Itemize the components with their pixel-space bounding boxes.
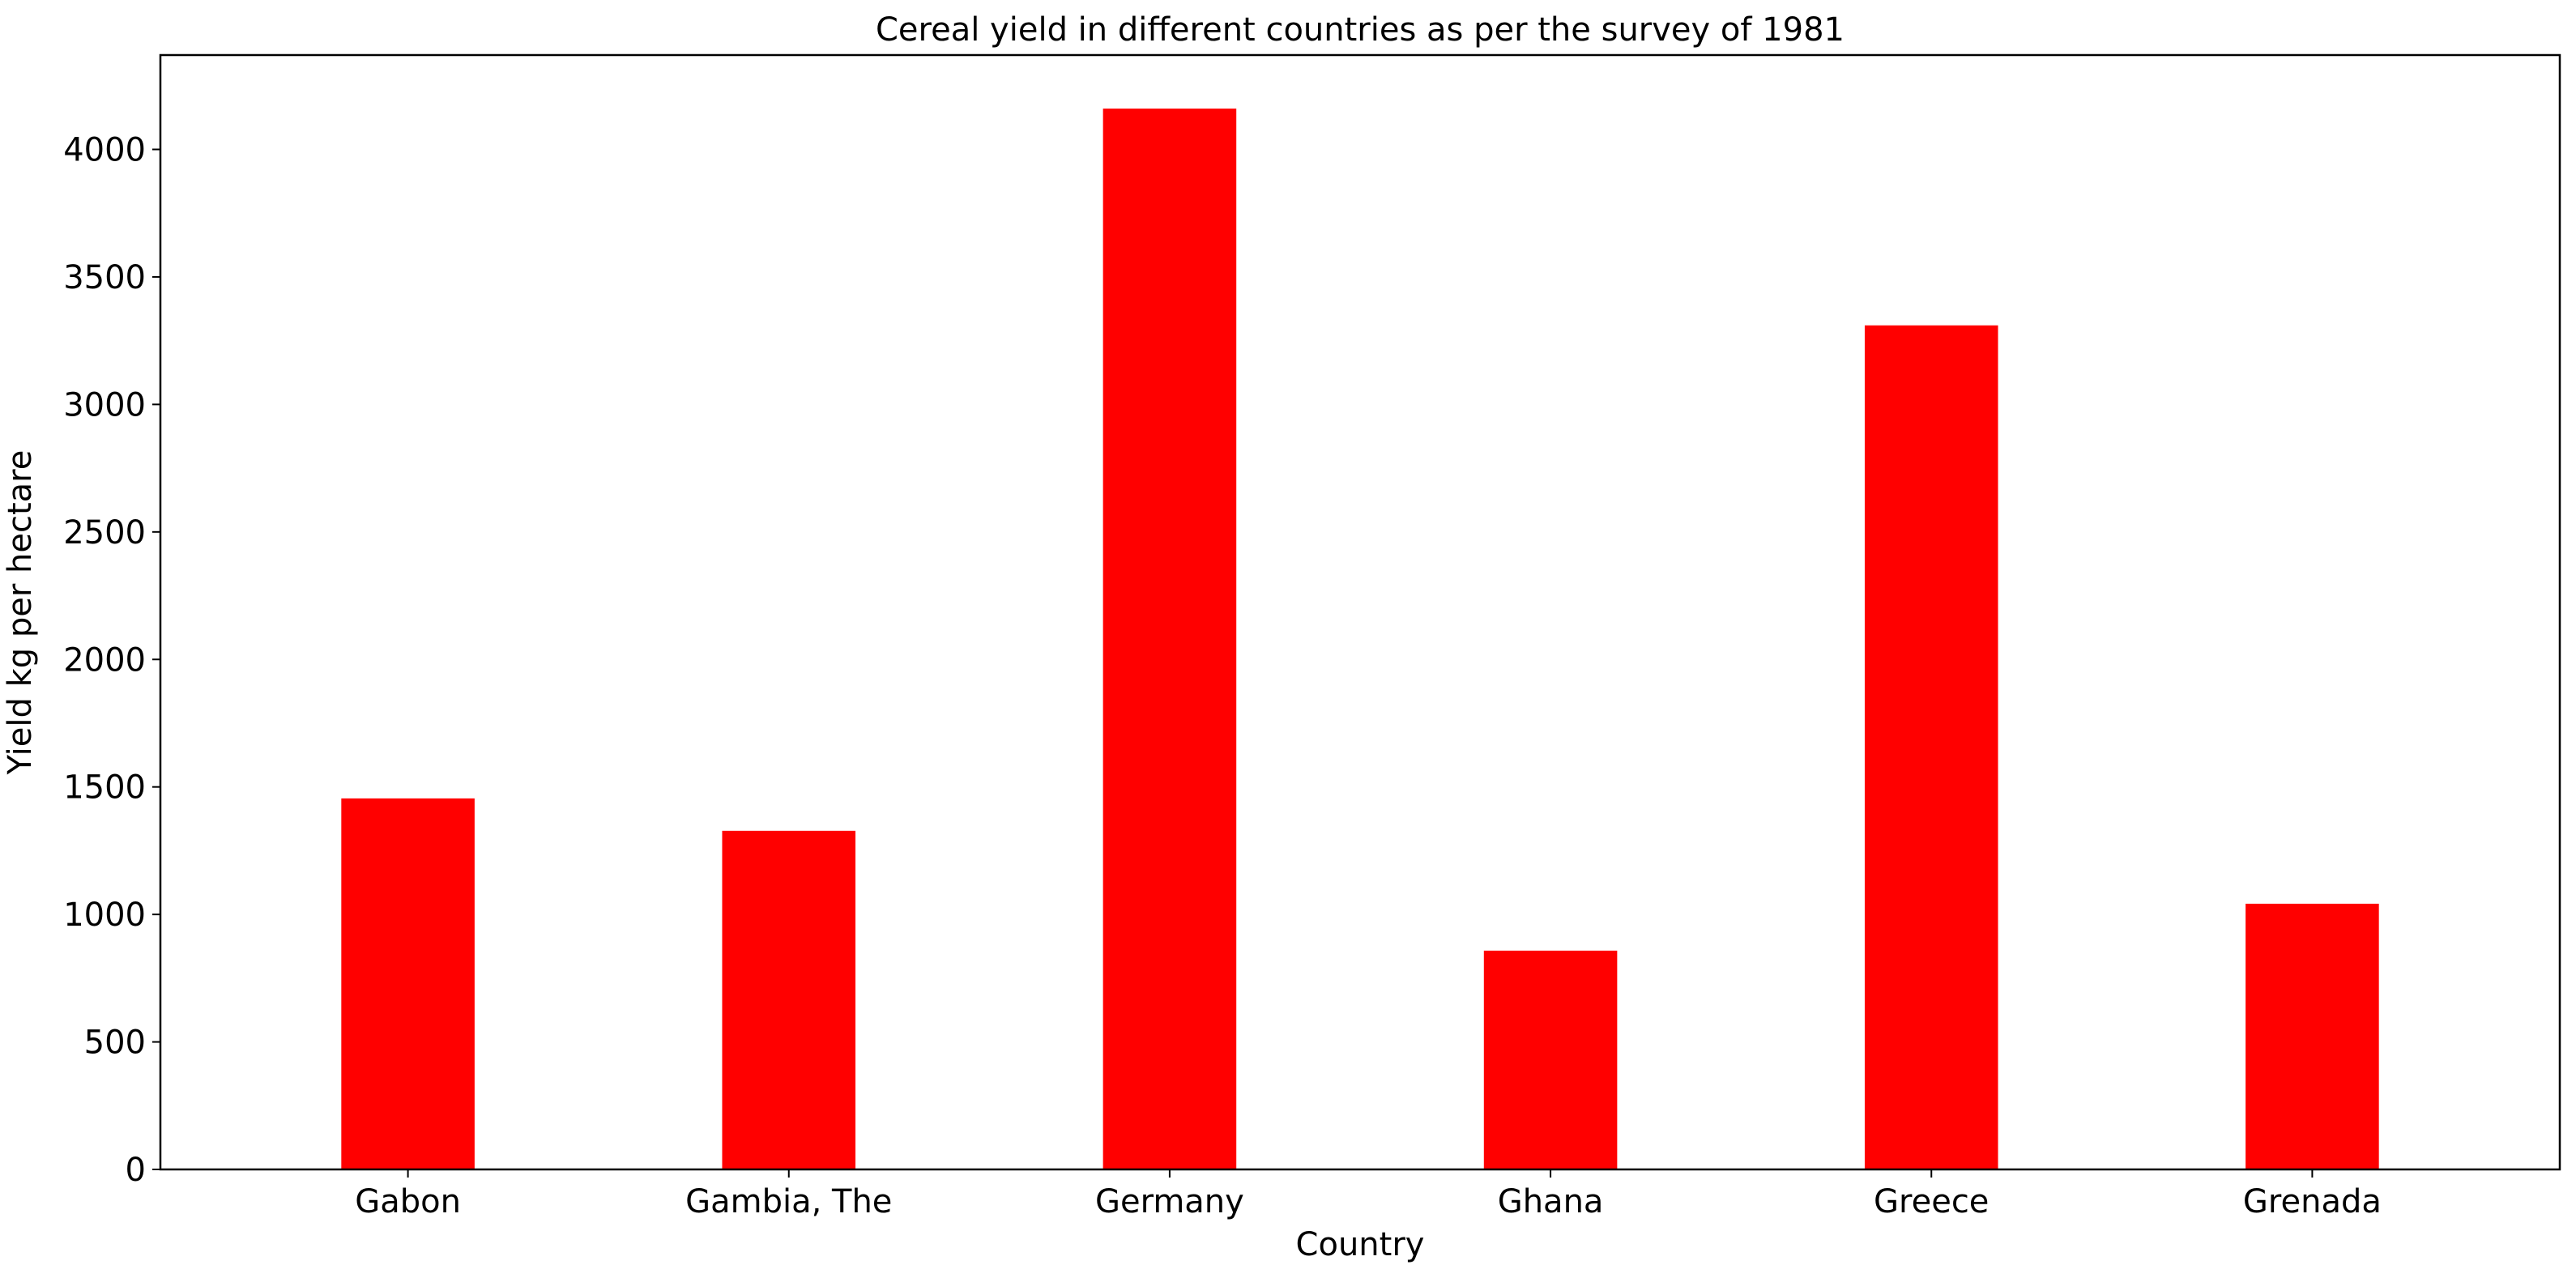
x-tick-label: Germany xyxy=(1095,1183,1244,1220)
bar-germany xyxy=(1102,109,1237,1170)
y-tick-label: 1500 xyxy=(63,769,146,807)
y-tick-label: 2000 xyxy=(63,641,146,679)
y-tick-label: 4000 xyxy=(63,132,146,169)
x-tick-label: Gabon xyxy=(355,1183,461,1220)
y-tick-label: 500 xyxy=(84,1024,146,1062)
x-tick-label: Greece xyxy=(1874,1183,1989,1220)
y-tick-label: 0 xyxy=(126,1152,146,1189)
bars-group xyxy=(341,109,2379,1170)
y-axis: 0 500 1000 1500 2000 2500 3000 3500 4000 xyxy=(63,132,160,1189)
x-tick-label: Ghana xyxy=(1498,1183,1604,1220)
x-tick-label: Grenada xyxy=(2243,1183,2382,1220)
x-axis-label: Country xyxy=(1296,1226,1425,1263)
chart-title: Cereal yield in different countries as p… xyxy=(876,11,1845,49)
y-tick-label: 2500 xyxy=(63,514,146,552)
bar-gambia-the xyxy=(722,830,856,1169)
y-axis-label: Yield kg per hectare xyxy=(2,450,39,776)
bar-ghana xyxy=(1483,950,1618,1169)
bar-grenada xyxy=(2245,903,2379,1169)
y-tick-label: 3500 xyxy=(63,259,146,296)
y-tick-label: 3000 xyxy=(63,386,146,424)
plot-frame xyxy=(159,53,2561,1171)
bar-gabon xyxy=(341,798,475,1169)
x-axis: Gabon Gambia, The Germany Ghana Greece Grenad… xyxy=(355,1169,2382,1220)
x-tick-label: Gambia, The xyxy=(685,1183,892,1220)
y-tick-label: 1000 xyxy=(63,897,146,934)
bar-greece xyxy=(1864,325,1998,1169)
